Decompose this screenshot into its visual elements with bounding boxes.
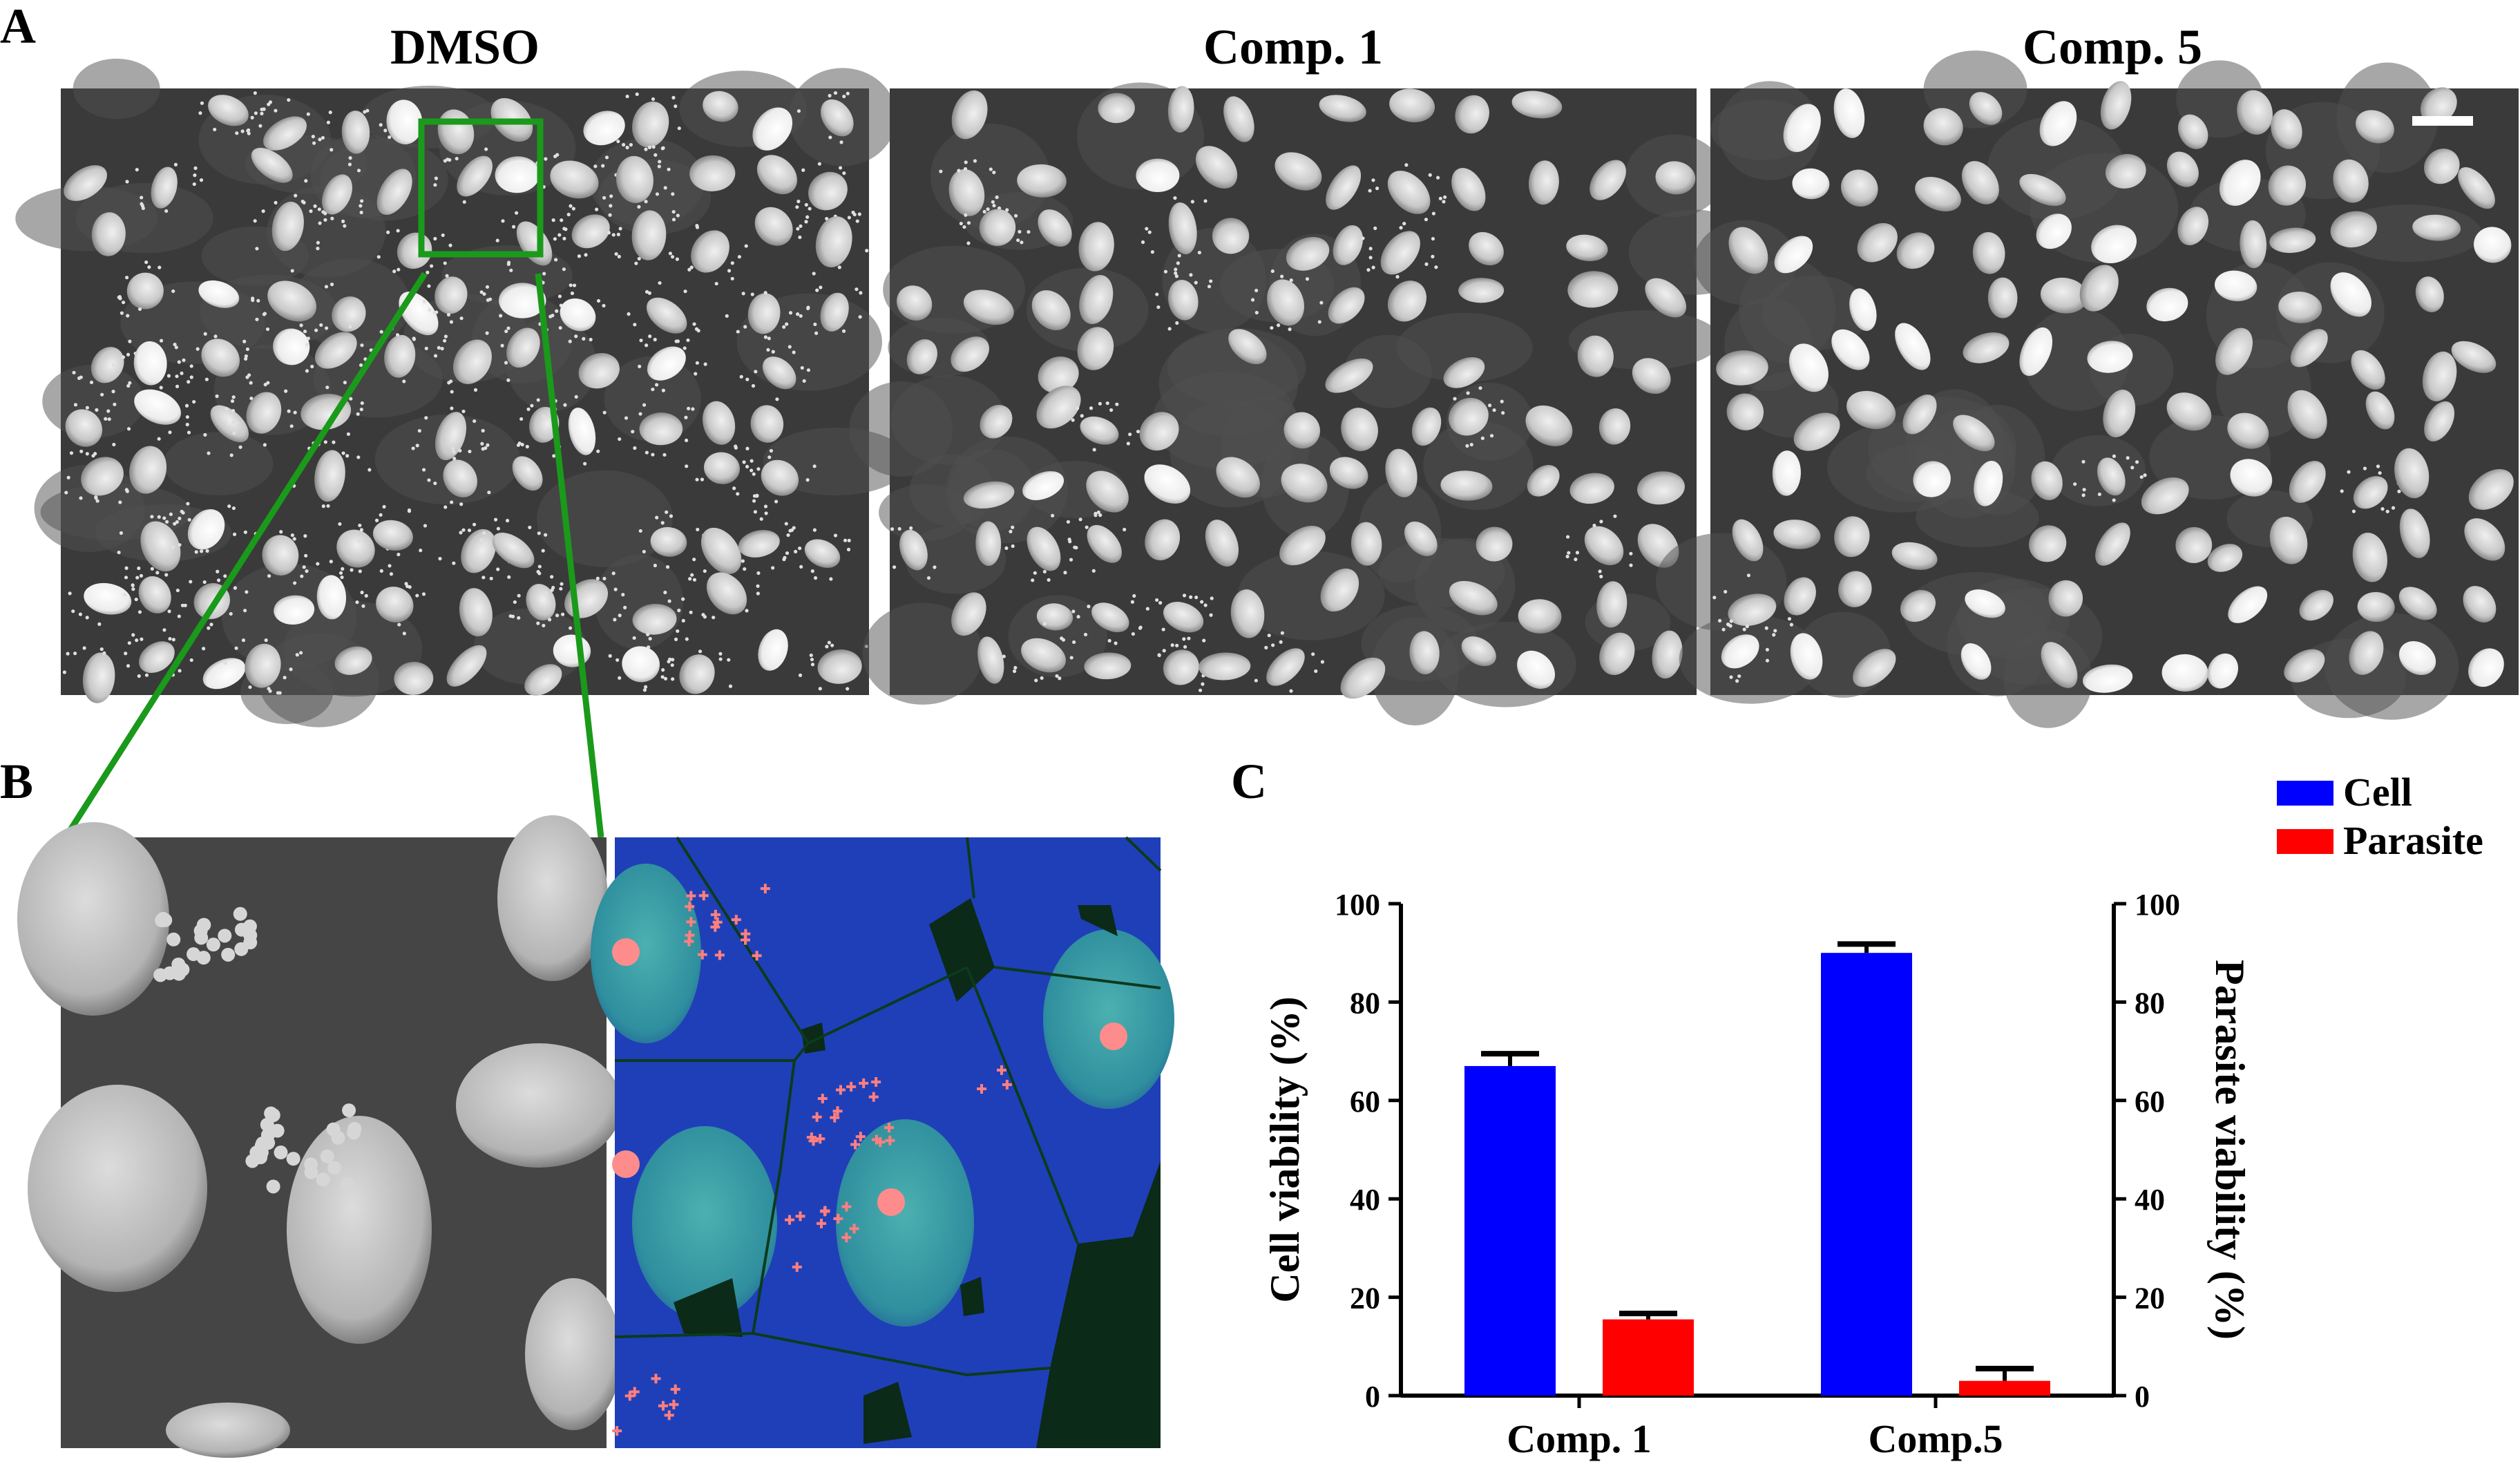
image-title-comp1: Comp. 1: [1203, 19, 1383, 75]
bar-parasite-0: [1603, 1319, 1694, 1396]
micrograph-comp1: [849, 82, 1759, 725]
panel-label-b: B: [0, 754, 33, 809]
panel-label-a: A: [0, 0, 36, 54]
bar-cell-1: [1821, 953, 1912, 1396]
micrograph-dmso: [15, 58, 909, 728]
legend-label-cell: Cell: [2343, 770, 2412, 815]
legend-label-parasite: Parasite: [2343, 818, 2483, 863]
left-tick-label: 0: [1365, 1380, 1380, 1414]
bar-cell-0: [1464, 1065, 1556, 1396]
image-title-dmso: DMSO: [390, 19, 540, 75]
right-tick-label: 40: [2135, 1183, 2165, 1217]
micrograph-comp5: [1655, 50, 2519, 728]
scale-bar: [2412, 116, 2473, 126]
right-tick-label: 20: [2135, 1282, 2165, 1315]
viability-chart: 0 0 20 20 40 40 60 60 80 80 100 100 Comp. 1 Comp.5 Cel…: [1262, 770, 2483, 1461]
legend-swatch-cell: [2277, 781, 2333, 806]
y-axis-label-right: Parasite viability (%): [2207, 960, 2253, 1340]
left-tick-label: 80: [1350, 986, 1380, 1020]
segmentation-image: [591, 836, 1174, 1448]
zoom-line-right: [535, 273, 604, 838]
zoom-line-left: [63, 272, 428, 839]
left-tick-label: 100: [1335, 888, 1380, 922]
zoomed-micrograph: [17, 815, 622, 1458]
y-axis-label: Cell viability (%): [1262, 996, 1308, 1302]
bar-parasite-1: [1959, 1380, 2050, 1396]
right-tick-label: 60: [2135, 1085, 2165, 1119]
right-tick-label: 80: [2135, 986, 2165, 1020]
image-title-comp5: Comp. 5: [2023, 19, 2202, 75]
right-tick-label: 100: [2135, 888, 2180, 922]
legend-swatch-parasite: [2277, 829, 2333, 854]
panel-label-c: C: [1231, 754, 1267, 809]
left-tick-label: 20: [1350, 1282, 1380, 1315]
right-tick-label: 0: [2135, 1380, 2150, 1414]
category-label: Comp.5: [1869, 1416, 2003, 1461]
zoom-box: [418, 118, 544, 258]
category-label: Comp. 1: [1507, 1416, 1651, 1461]
left-tick-label: 40: [1350, 1183, 1380, 1217]
left-tick-label: 60: [1350, 1085, 1380, 1119]
